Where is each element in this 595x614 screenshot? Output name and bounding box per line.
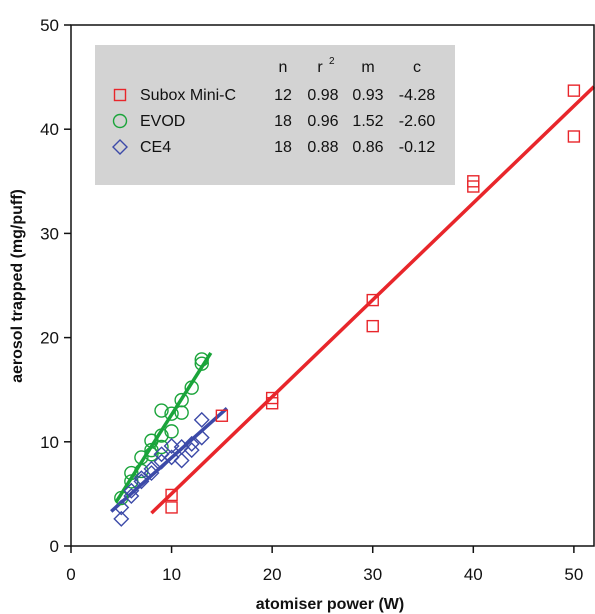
legend-series-name: Subox Mini-C (140, 87, 236, 104)
legend-header-n: n (279, 59, 288, 76)
legend-marker-circle (112, 113, 128, 129)
data-point-diamond (113, 499, 130, 516)
axes (70, 24, 595, 547)
data-point-diamond (163, 449, 180, 466)
data-point-circle (164, 406, 179, 421)
data-point-square (215, 409, 229, 422)
data-points (113, 84, 581, 527)
data-point-square (567, 84, 581, 97)
x-tick-label: 20 (263, 565, 282, 584)
x-tick-label: 30 (363, 565, 382, 584)
data-point-circle (174, 405, 189, 420)
data-point-diamond (133, 473, 150, 490)
x-tick-label: 10 (162, 565, 181, 584)
data-point-circle (164, 424, 179, 439)
data-point-diamond (113, 510, 130, 527)
x-tick-label: 40 (464, 565, 483, 584)
fit-line-square (150, 85, 595, 515)
data-point-diamond (173, 452, 190, 469)
legend-m-value: 0.93 (352, 87, 383, 104)
data-point-diamond (193, 411, 210, 428)
legend: n r 2 m c Subox Mini-C 12 0.98 0.93 -4.28 EVO… (95, 45, 455, 185)
data-point-diamond (183, 442, 200, 459)
legend-c-value: -0.12 (399, 139, 436, 156)
ticks: 0 10 20 30 40 50 0 10 20 30 40 50 (40, 16, 583, 584)
legend-header-m: m (361, 59, 374, 76)
legend-series-name: CE4 (140, 139, 171, 156)
data-point-circle (184, 380, 199, 395)
legend-marker-diamond (112, 139, 128, 155)
plot-frame (70, 24, 595, 547)
legend-r2-value: 0.88 (307, 139, 338, 156)
legend-r2-value: 0.98 (307, 87, 338, 104)
data-point-square (467, 180, 480, 193)
data-point-circle (194, 352, 209, 367)
data-point-diamond (143, 465, 160, 482)
data-point-square (567, 130, 581, 143)
data-point-diamond (163, 437, 180, 454)
y-tick-label: 30 (40, 224, 59, 243)
data-point-circle (154, 428, 169, 443)
legend-n-value: 18 (274, 113, 292, 130)
y-tick-label: 10 (40, 433, 59, 452)
data-point-diamond (183, 435, 200, 452)
y-tick-label: 50 (40, 16, 59, 35)
legend-header-r2-exponent: 2 (329, 56, 335, 67)
data-point-diamond (133, 470, 150, 487)
data-point-diamond (193, 429, 210, 446)
legend-header-c: c (413, 59, 421, 76)
data-point-circle (124, 465, 139, 481)
legend-r2-value: 0.96 (307, 113, 338, 130)
x-axis-title: atomiser power (W) (256, 596, 404, 613)
x-tick-label: 50 (564, 565, 583, 584)
data-point-circle (114, 490, 129, 506)
legend-c-value: -4.28 (399, 87, 436, 104)
y-tick-label: 0 (50, 537, 59, 556)
data-point-square (366, 319, 379, 333)
y-tick-label: 40 (40, 120, 59, 139)
data-point-square (165, 501, 178, 514)
data-point-diamond (123, 482, 140, 499)
fit-lines (110, 85, 595, 515)
legend-m-value: 1.52 (352, 113, 383, 130)
data-point-circle (154, 439, 169, 455)
legend-m-value: 0.86 (352, 139, 383, 156)
data-point-square (265, 397, 279, 410)
fit-line-diamond (110, 407, 229, 513)
fit-line-circle (114, 352, 213, 503)
data-point-diamond (143, 460, 160, 477)
data-point-square (165, 488, 178, 502)
y-axis-title: aerosol trapped (mg/puff) (9, 189, 26, 383)
data-point-circle (154, 403, 169, 418)
legend-c-value: -2.60 (399, 113, 436, 130)
legend-box (95, 45, 455, 185)
legend-n-value: 12 (274, 87, 292, 104)
data-point-square (366, 293, 379, 307)
y-tick-label: 20 (40, 329, 59, 348)
legend-n-value: 18 (274, 139, 292, 156)
data-point-circle (134, 463, 149, 479)
data-point-circle (194, 356, 209, 371)
data-point-circle (144, 447, 159, 462)
x-tick-label: 0 (66, 565, 75, 584)
data-point-diamond (153, 446, 170, 463)
legend-marker-square (113, 88, 127, 102)
legend-series-name: EVOD (140, 113, 185, 130)
data-point-diamond (123, 487, 140, 504)
legend-header-r2: r (317, 59, 323, 76)
